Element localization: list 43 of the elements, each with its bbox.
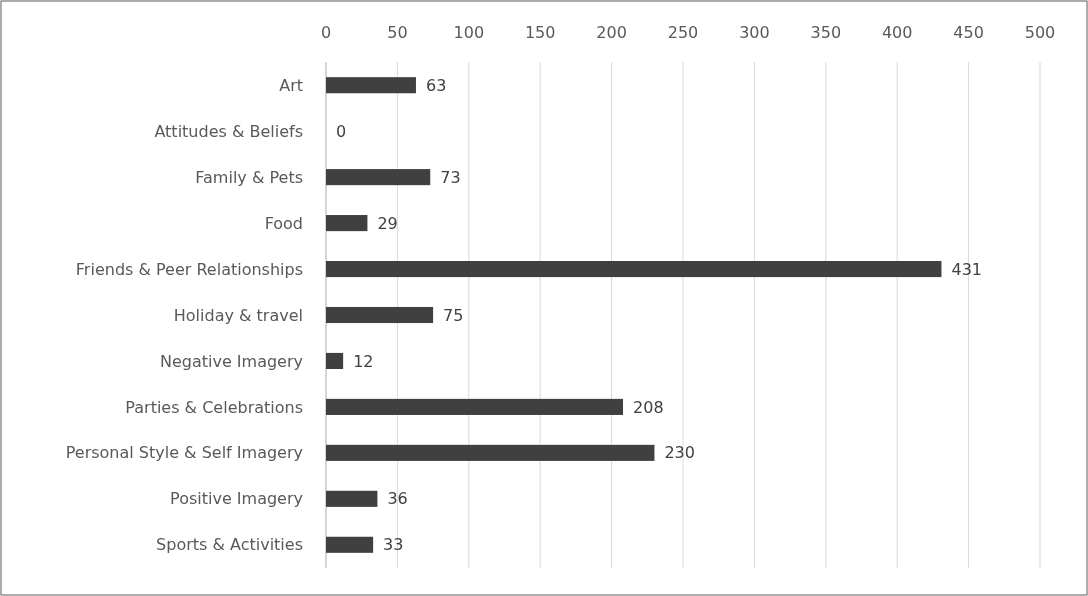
y-tick-label: Parties & Celebrations xyxy=(125,397,303,417)
data-label: 0 xyxy=(336,121,347,141)
bar xyxy=(326,169,431,186)
x-tick-label: 0 xyxy=(320,23,332,42)
bar xyxy=(326,352,344,369)
data-label: 33 xyxy=(383,535,404,555)
x-tick-label: 300 xyxy=(739,23,770,42)
y-tick-label: Positive Imagery xyxy=(170,489,303,509)
bar xyxy=(326,77,416,94)
x-tick-label: 250 xyxy=(667,23,699,42)
bar xyxy=(326,215,368,232)
x-tick-label: 100 xyxy=(453,23,485,42)
data-label: 230 xyxy=(664,443,695,463)
y-tick-label: Personal Style & Self Imagery xyxy=(65,443,303,463)
x-tick-label: 350 xyxy=(810,23,842,42)
y-tick-label: Negative Imagery xyxy=(159,351,303,371)
y-tick-label: Family & Pets xyxy=(195,167,303,187)
data-label: 431 xyxy=(951,259,983,279)
x-tick-label: 200 xyxy=(596,23,627,42)
x-tick-label: 450 xyxy=(953,23,984,42)
y-tick-label: Sports & Activities xyxy=(156,535,303,555)
y-tick-label: Holiday & travel xyxy=(173,305,303,325)
x-tick-label: 400 xyxy=(881,23,913,42)
x-tick-label: 150 xyxy=(524,23,556,42)
bar xyxy=(326,261,942,278)
data-label: 73 xyxy=(440,167,461,187)
y-tick-label: Food xyxy=(264,213,303,233)
data-label: 12 xyxy=(353,351,374,371)
data-label: 36 xyxy=(387,489,408,509)
data-label: 63 xyxy=(425,75,447,95)
y-tick-label: Attitudes & Beliefs xyxy=(154,121,303,141)
data-label: 29 xyxy=(377,213,398,233)
bar xyxy=(326,536,374,553)
x-tick-label: 50 xyxy=(387,23,408,42)
y-tick-label: Friends & Peer Relationships xyxy=(75,259,303,279)
data-label: 75 xyxy=(443,305,464,325)
bar xyxy=(326,490,378,507)
y-tick-label: Art xyxy=(279,75,303,95)
data-label: 208 xyxy=(633,397,664,417)
bar xyxy=(326,306,434,324)
bar xyxy=(326,444,655,461)
bar xyxy=(326,398,624,415)
x-tick-label: 500 xyxy=(1024,23,1056,42)
